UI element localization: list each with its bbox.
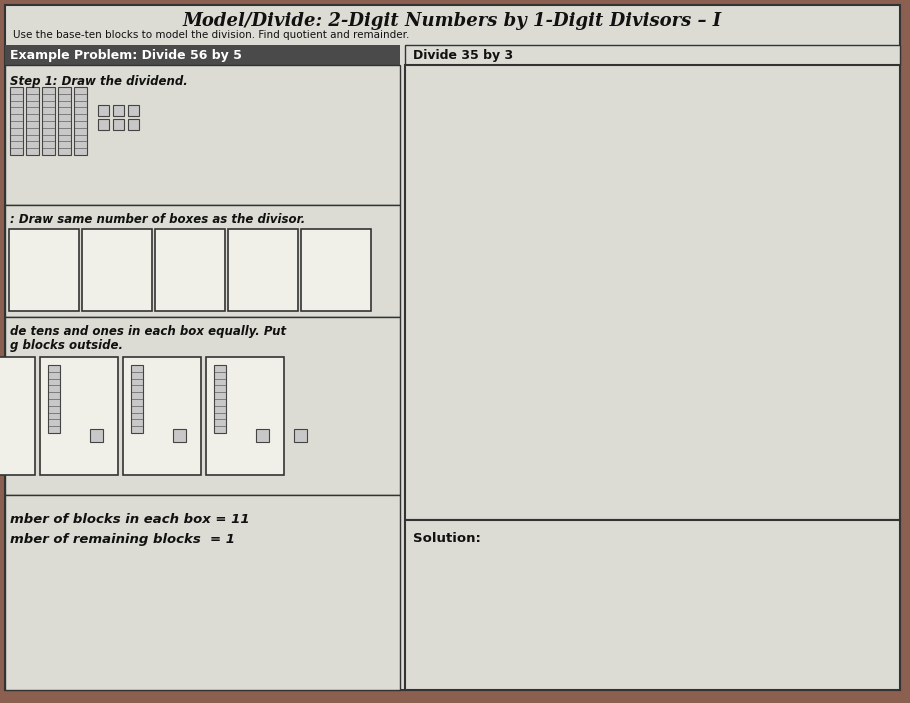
Text: g blocks outside.: g blocks outside. bbox=[10, 339, 123, 352]
Bar bbox=[405, 45, 900, 65]
Text: Solution:: Solution: bbox=[413, 532, 480, 545]
Bar bbox=[82, 229, 152, 311]
Bar bbox=[98, 119, 109, 130]
Bar bbox=[42, 87, 55, 155]
Text: mber of remaining blocks  = 1: mber of remaining blocks = 1 bbox=[10, 533, 235, 546]
Bar bbox=[26, 87, 39, 155]
Bar bbox=[155, 229, 225, 311]
Bar bbox=[131, 365, 143, 433]
Text: Model/Divide: 2-Digit Numbers by 1-Digit Divisors – I: Model/Divide: 2-Digit Numbers by 1-Digit… bbox=[183, 12, 722, 30]
Bar bbox=[128, 105, 139, 116]
Bar bbox=[90, 429, 103, 442]
Text: Example Problem: Divide 56 by 5: Example Problem: Divide 56 by 5 bbox=[10, 49, 242, 61]
Bar bbox=[5, 205, 400, 317]
Bar bbox=[5, 495, 400, 690]
Bar bbox=[405, 65, 900, 520]
Bar bbox=[128, 119, 139, 130]
Bar bbox=[5, 65, 400, 205]
Bar bbox=[173, 429, 186, 442]
Bar bbox=[301, 229, 371, 311]
Bar bbox=[113, 105, 124, 116]
Bar bbox=[405, 520, 900, 690]
Bar bbox=[294, 429, 307, 442]
Bar bbox=[228, 229, 298, 311]
Text: Step 1: Draw the dividend.: Step 1: Draw the dividend. bbox=[10, 75, 187, 88]
Bar bbox=[9, 229, 79, 311]
Bar bbox=[0, 357, 35, 475]
Bar bbox=[10, 87, 23, 155]
Bar bbox=[5, 317, 400, 495]
Bar bbox=[98, 105, 109, 116]
Bar bbox=[206, 357, 284, 475]
Text: de tens and ones in each box equally. Put: de tens and ones in each box equally. Pu… bbox=[10, 325, 286, 338]
Bar bbox=[58, 87, 71, 155]
Text: : Draw same number of boxes as the divisor.: : Draw same number of boxes as the divis… bbox=[10, 213, 305, 226]
Bar bbox=[214, 365, 226, 433]
Bar bbox=[48, 365, 60, 433]
Bar bbox=[123, 357, 201, 475]
Bar bbox=[40, 357, 118, 475]
Bar bbox=[74, 87, 87, 155]
Text: mber of blocks in each box = 11: mber of blocks in each box = 11 bbox=[10, 513, 249, 526]
Text: Use the base-ten blocks to model the division. Find quotient and remainder.: Use the base-ten blocks to model the div… bbox=[13, 30, 410, 40]
Text: Divide 35 by 3: Divide 35 by 3 bbox=[413, 49, 513, 61]
Bar bbox=[113, 119, 124, 130]
Bar bbox=[256, 429, 269, 442]
Bar bbox=[5, 45, 400, 65]
